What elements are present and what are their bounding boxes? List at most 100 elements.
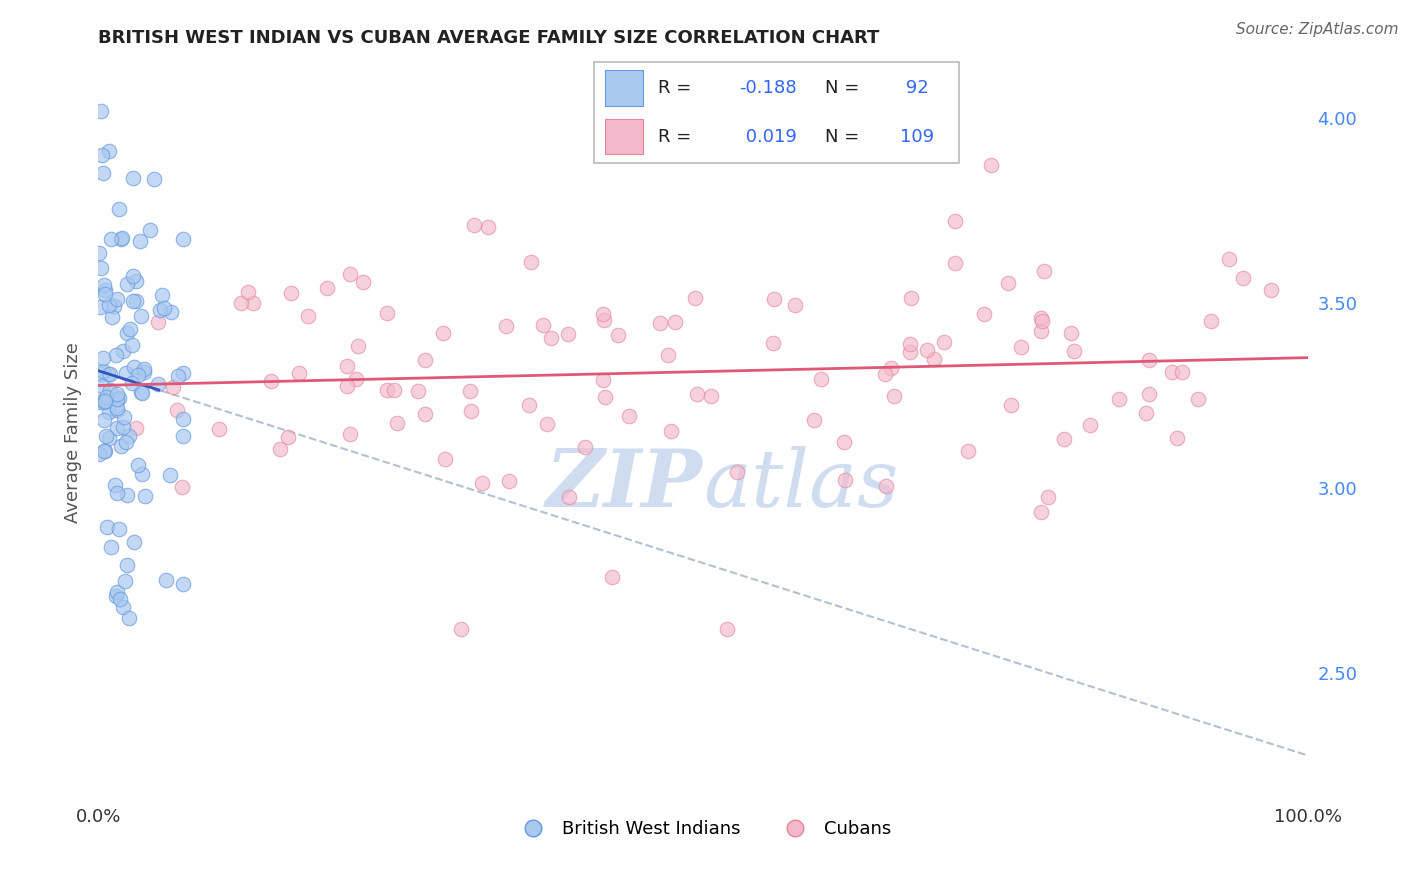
Point [883,389,905,403]
Point [413,352,436,367]
Point [110,231,132,245]
Text: N =: N = [825,79,865,97]
Point [606,327,628,342]
Point [382,383,405,397]
Point [924,352,946,367]
Point [93,395,115,409]
Point [898,345,921,359]
Point [98,383,121,397]
Point [105,392,128,407]
Point [150,288,173,302]
Point [105,402,128,417]
Point [242,296,264,310]
Point [592,307,614,321]
Point [121,293,143,308]
Point [269,442,291,457]
Point [134,489,156,503]
Point [172,412,194,426]
Point [1059,326,1081,340]
Point [103,299,125,313]
Point [997,277,1019,291]
Bar [606,70,643,106]
Point [700,389,723,403]
Point [117,326,139,340]
Point [129,309,152,323]
Point [97,405,120,419]
Point [1166,431,1188,445]
Point [97,367,120,381]
Point [297,309,319,323]
Point [155,574,177,588]
Point [159,305,181,319]
Legend: British West Indians, Cubans: British West Indians, Cubans [508,814,898,846]
Point [115,558,138,572]
Point [1031,310,1053,325]
Point [118,611,141,625]
Point [105,401,128,416]
Point [128,234,150,248]
Point [125,275,148,289]
Point [725,465,748,479]
Point [1218,252,1240,266]
Point [346,339,368,353]
Point [498,474,520,488]
Point [1232,271,1254,285]
Point [339,427,361,442]
Point [94,429,117,443]
Point [104,478,127,492]
Point [91,351,114,365]
Point [166,403,188,417]
Point [432,326,454,340]
Point [1135,406,1157,420]
Point [108,592,131,607]
Point [120,321,142,335]
Point [98,431,121,445]
Point [540,331,562,345]
Point [463,219,485,233]
Text: 92: 92 [900,79,928,97]
Point [94,283,117,297]
Text: 0.019: 0.019 [740,128,796,145]
Point [763,292,786,306]
Point [93,413,115,427]
Point [1052,432,1074,446]
Point [159,468,181,483]
Point [100,540,122,554]
Point [664,315,686,329]
Point [1036,491,1059,505]
Text: ZIP: ZIP [546,446,703,524]
Text: atlas: atlas [703,446,898,524]
Point [803,413,825,427]
Point [1078,417,1101,432]
Point [1137,386,1160,401]
Point [648,316,671,330]
Point [112,420,135,434]
Point [94,286,117,301]
Point [943,214,966,228]
Point [114,435,136,450]
Point [97,144,120,158]
Point [93,444,115,458]
Point [132,365,155,379]
Point [122,171,145,186]
Text: Source: ZipAtlas.com: Source: ZipAtlas.com [1236,22,1399,37]
Point [260,374,283,388]
Point [89,395,111,409]
Point [104,590,127,604]
Point [875,479,897,493]
Point [288,366,311,380]
Point [94,393,117,408]
Point [900,291,922,305]
Point [574,440,596,454]
Point [172,366,194,380]
Point [118,429,141,443]
Point [172,577,194,591]
Point [433,451,456,466]
Point [98,368,121,382]
Point [686,387,709,401]
Point [280,285,302,300]
Point [1010,340,1032,354]
FancyBboxPatch shape [595,62,959,163]
Point [110,439,132,453]
Point [96,520,118,534]
